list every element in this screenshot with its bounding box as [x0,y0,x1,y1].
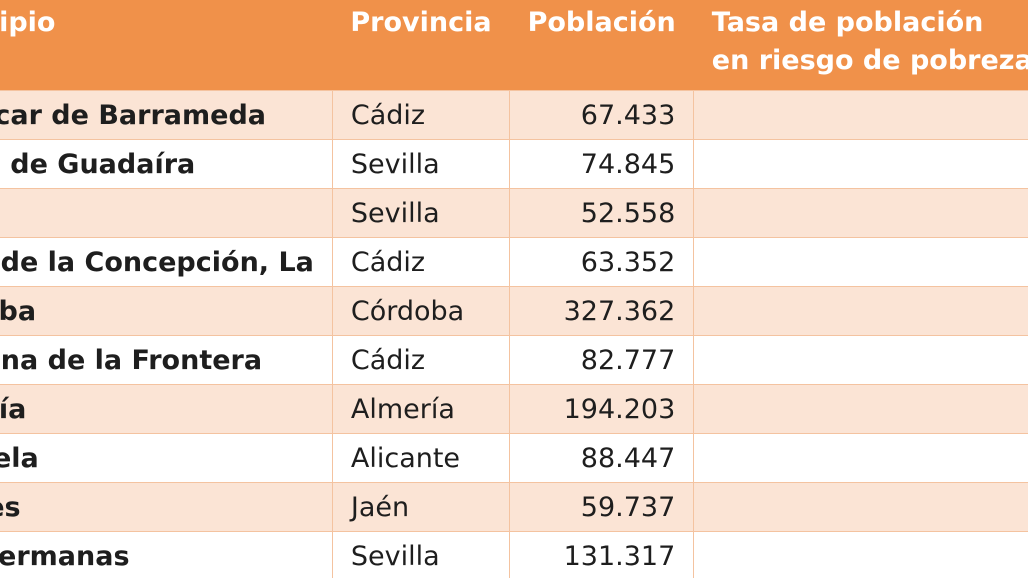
cell-provincia: Sevilla [331,139,511,189]
cell-poblacion: 194.203 [509,384,695,434]
table-row: CórdobaCórdoba327.362 [0,286,1028,336]
cell-tasa [693,433,1028,483]
cell-municipio: Orihuela [0,433,333,483]
cell-municipio: Dos Hermanas [0,531,333,578]
cell-poblacion: 63.352 [509,237,695,287]
cell-provincia: Cádiz [331,237,511,287]
cell-provincia: Jaén [331,482,511,532]
cell-tasa [693,482,1028,532]
header-poblacion: Población [509,0,694,91]
cell-tasa [693,335,1028,385]
cell-provincia: Cádiz [331,335,511,385]
cell-provincia: Alicante [331,433,511,483]
cell-tasa [693,139,1028,189]
header-tasa: Tasa de población en riesgo de pobreza [693,0,1028,91]
cell-municipio: Sanlúcar de Barrameda [0,90,333,140]
cell-provincia: Almería [331,384,511,434]
cell-poblacion: 327.362 [509,286,695,336]
cell-municipio: Chiclana de la Frontera [0,335,333,385]
cell-tasa [693,90,1028,140]
header-row: Municipio Provincia Población Tasa de po… [0,0,1028,91]
cell-poblacion: 67.433 [509,90,695,140]
cell-poblacion: 52.558 [509,188,695,238]
cell-municipio: Alcalá de Guadaíra [0,139,333,189]
cell-tasa [693,384,1028,434]
header-municipio: Municipio [0,0,333,91]
header-provincia: Provincia [332,0,510,91]
cell-poblacion: 88.447 [509,433,695,483]
header-tasa-line1: Tasa de población [711,7,984,38]
cell-provincia: Sevilla [331,531,511,578]
cell-provincia: Córdoba [331,286,511,336]
cell-municipio: Linares [0,482,333,532]
cell-provincia: Cádiz [331,90,511,140]
cell-poblacion: 131.317 [509,531,695,578]
table-row: ÉcijaSevilla52.558 [0,188,1028,238]
cell-municipio: Almería [0,384,333,434]
cell-poblacion: 82.777 [509,335,695,385]
header-tasa-line2: en riesgo de pobreza [711,45,1028,76]
cell-municipio: Córdoba [0,286,333,336]
table-row: LinaresJaén59.737 [0,482,1028,532]
cell-tasa [693,237,1028,287]
cell-tasa [693,188,1028,238]
cell-provincia: Sevilla [331,188,511,238]
cell-municipio: Línea de la Concepción, La [0,237,333,287]
table-row: Dos HermanasSevilla131.317 [0,531,1028,578]
table-row: AlmeríaAlmería194.203 [0,384,1028,434]
cell-poblacion: 74.845 [509,139,695,189]
cell-tasa [693,531,1028,578]
cell-tasa [693,286,1028,336]
table-row: OrihuelaAlicante88.447 [0,433,1028,483]
cell-poblacion: 59.737 [509,482,695,532]
cell-municipio: Écija [0,188,333,238]
